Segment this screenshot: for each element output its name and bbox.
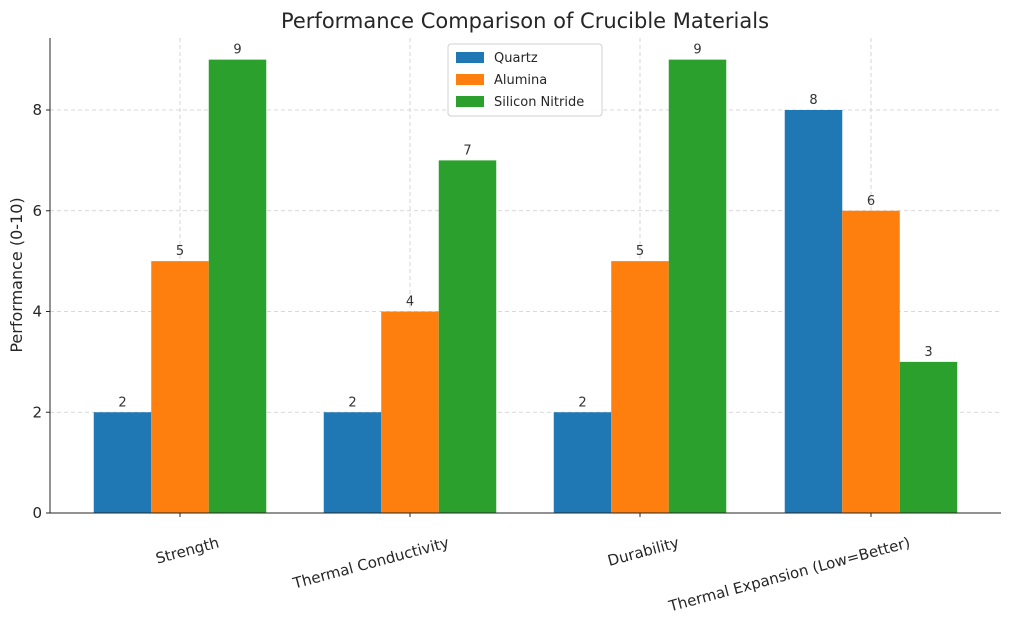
legend-label: Silicon Nitride [494,95,584,110]
x-tick-label: Thermal Expansion (Low=Better) [666,533,912,615]
y-tick-label: 8 [32,101,42,119]
y-tick-label: 6 [32,202,42,220]
bar-silicon-nitride[interactable] [438,160,497,513]
bar-value-label: 5 [176,244,184,259]
axes [49,38,1001,514]
x-tick-label: Durability [606,533,681,569]
bar-value-label: 9 [233,43,241,58]
bar-alumina[interactable] [842,210,900,513]
bar-alumina[interactable] [151,261,209,513]
bar-value-label: 7 [463,143,471,158]
bar-alumina[interactable] [611,261,669,513]
legend-swatch [456,74,484,85]
bar-value-label: 4 [406,295,414,310]
bar-quartz[interactable] [93,412,152,513]
bar-value-label: 6 [867,194,875,209]
bars: 2 2 2 8 5 4 5 6 9 7 9 3 [93,43,958,514]
legend-swatch [456,96,484,107]
y-ticks: 0 2 4 6 8 [32,101,50,522]
chart-title: Performance Comparison of Crucible Mater… [281,9,769,33]
bar-silicon-nitride[interactable] [899,361,958,513]
bar-silicon-nitride[interactable] [668,59,727,513]
bar-value-label: 5 [636,244,644,259]
y-tick-label: 4 [32,303,42,321]
bar-quartz[interactable] [553,412,612,513]
y-tick-label: 2 [32,403,42,421]
bar-value-label: 8 [809,93,817,108]
bar-value-label: 3 [924,345,932,360]
legend[interactable]: Quartz Alumina Silicon Nitride [447,43,603,117]
bar-quartz[interactable] [323,412,382,513]
bar-silicon-nitride[interactable] [208,59,267,513]
bar-value-label: 2 [118,395,126,410]
x-ticks: Strength Thermal Conductivity DurabilityTh… [154,513,912,616]
legend-label: Quartz [494,51,538,66]
bar-value-label: 2 [578,395,586,410]
legend-label: Alumina [494,73,547,88]
legend-box [447,43,603,117]
x-tick-label: Thermal Conductivity [290,533,451,592]
bar-value-label: 9 [693,43,701,58]
bar-quartz[interactable] [784,110,843,513]
bar-value-label: 2 [348,395,356,410]
legend-swatch [456,52,484,63]
y-axis-label: Performance (0-10) [7,197,26,352]
bar-alumina[interactable] [381,311,439,514]
x-tick-label: Strength [154,533,221,567]
y-tick-label: 0 [32,504,42,522]
